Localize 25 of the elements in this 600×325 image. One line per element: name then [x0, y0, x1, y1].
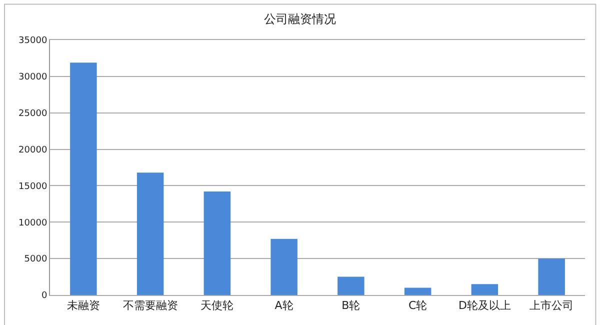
- x-tick-label: 不需要融资: [122, 299, 178, 312]
- x-tick-label: 天使轮: [200, 299, 234, 312]
- y-tick-label: 15000: [18, 182, 48, 192]
- y-tick-label: 20000: [18, 145, 48, 156]
- bar: [338, 276, 364, 295]
- chart-title: 公司融资情况: [264, 12, 336, 26]
- bar: [538, 258, 565, 295]
- y-tick-label: 10000: [18, 218, 48, 228]
- bar: [70, 62, 97, 295]
- y-tick-label: 0: [41, 291, 48, 302]
- x-tick-label: B轮: [342, 299, 360, 312]
- bar: [136, 172, 164, 295]
- bar: [204, 192, 231, 295]
- x-tick-label: A轮: [274, 299, 294, 312]
- bar: [404, 288, 432, 295]
- x-tick-label: 未融资: [66, 299, 100, 312]
- x-tick-label: D轮及以上: [458, 299, 511, 312]
- x-tick-label: 上市公司: [530, 299, 574, 312]
- x-tick-label: C轮: [408, 299, 428, 312]
- bar: [270, 238, 298, 295]
- bar: [471, 284, 498, 295]
- y-tick-label: 25000: [18, 109, 48, 120]
- y-tick-label: 30000: [18, 72, 48, 83]
- y-tick-label: 35000: [18, 36, 48, 46]
- y-tick-label: 5000: [24, 254, 48, 265]
